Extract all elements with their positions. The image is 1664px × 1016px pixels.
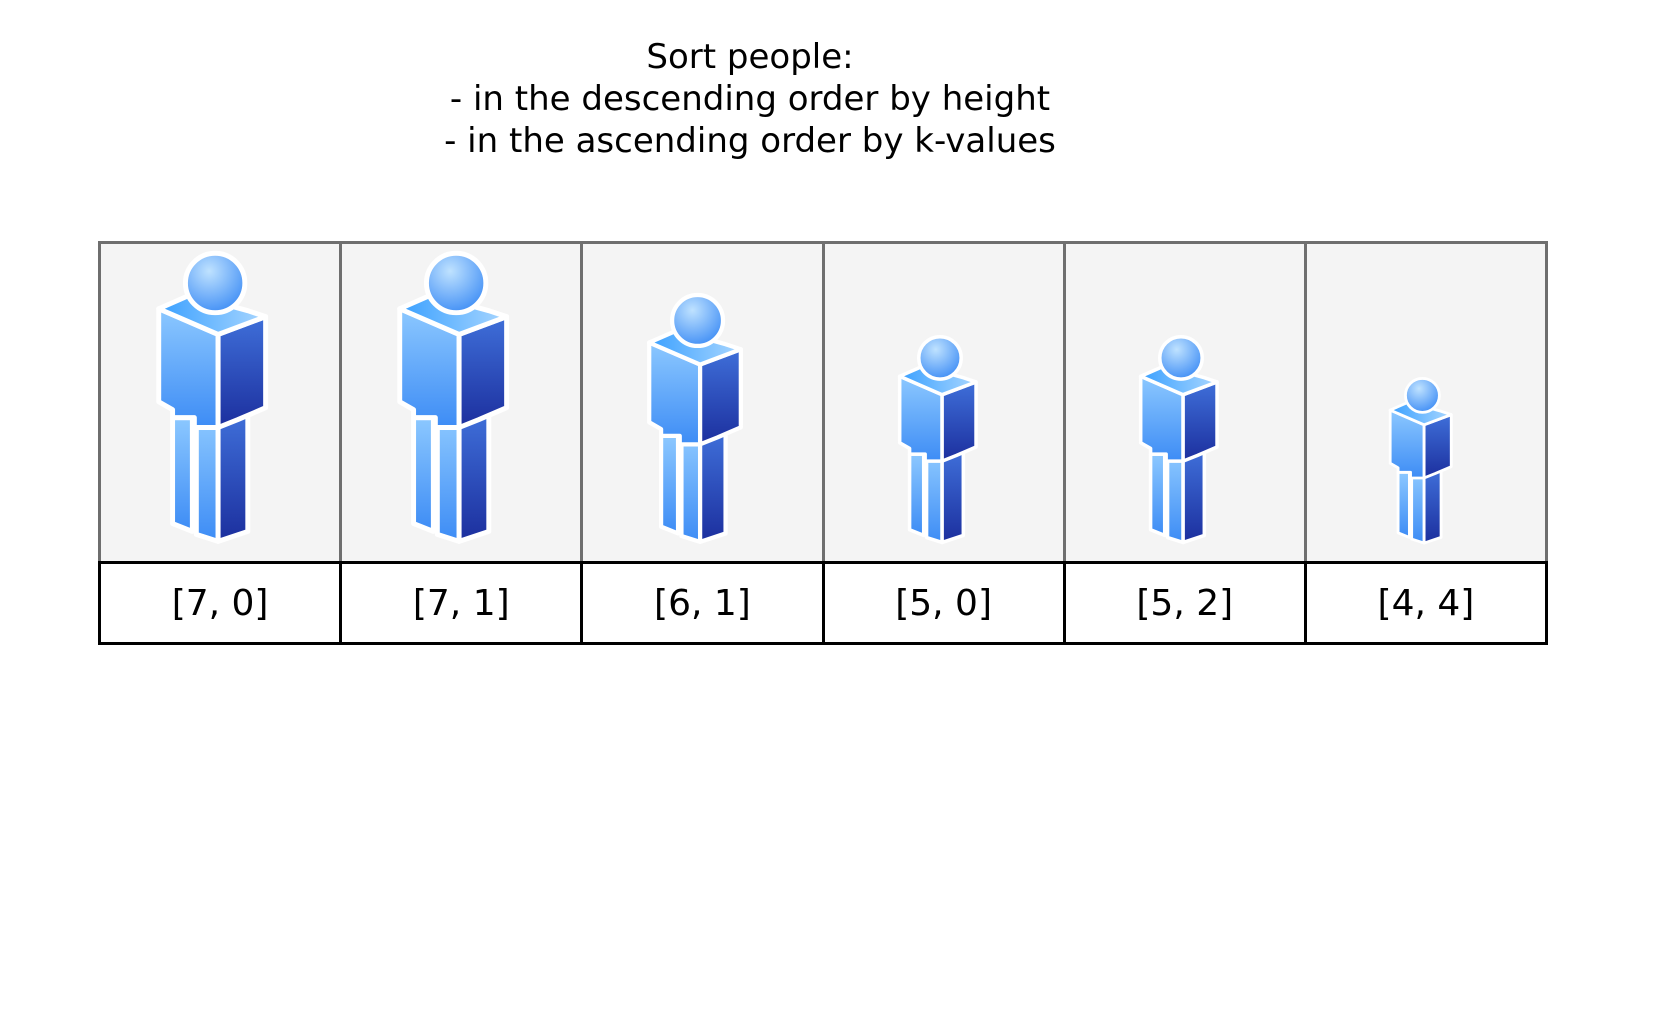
person-icon [647, 292, 744, 545]
person-label: [7, 0] [101, 564, 343, 642]
left-leg [411, 415, 437, 534]
left-leg [907, 452, 926, 538]
left-leg [659, 433, 681, 536]
head [182, 250, 248, 316]
right-leg-side [215, 411, 251, 544]
person-icon [156, 250, 269, 544]
figure-cell [342, 244, 584, 561]
head [1403, 377, 1441, 414]
diagram-title: Sort people: - in the descending order b… [0, 36, 1500, 162]
person-label: [5, 0] [825, 564, 1066, 642]
person-figure [1138, 334, 1219, 545]
people-table: [7, 0] [7, 1] [6, 1] [5, 0] [5, 2] [4, 4… [98, 241, 1548, 645]
head [670, 292, 726, 349]
title-line-3: - in the ascending order by k-values [444, 121, 1056, 161]
person-label: [6, 1] [583, 564, 825, 642]
right-leg-front [1410, 470, 1426, 545]
right-leg-side [1422, 468, 1443, 545]
left-leg [1396, 470, 1411, 539]
left-leg [170, 415, 195, 534]
head [916, 334, 963, 381]
person-figure [397, 250, 510, 544]
person-label: [4, 4] [1377, 582, 1475, 624]
person-label: [7, 1] [342, 564, 584, 642]
figure-cell [1307, 244, 1545, 561]
right-leg-front [193, 415, 221, 544]
right-leg-front [435, 415, 462, 544]
right-leg-side [939, 449, 965, 545]
figure-cell [101, 244, 343, 561]
person-figure [647, 292, 744, 545]
head [424, 250, 489, 316]
person-figure [156, 250, 269, 544]
figure-cell [1066, 244, 1307, 561]
person-icon [897, 334, 978, 545]
right-leg-side [698, 430, 729, 545]
person-label: [5, 2] [1066, 564, 1307, 642]
label-row: [7, 0] [7, 1] [6, 1] [5, 0] [5, 2] [4, 4… [98, 561, 1548, 645]
person-icon [1138, 334, 1219, 545]
title-line-1: Sort people: [646, 37, 854, 77]
person-figure [1388, 377, 1453, 545]
right-leg-side [1181, 449, 1206, 545]
head [1157, 334, 1204, 381]
figure-cell [583, 244, 825, 561]
right-leg-front [679, 433, 703, 545]
right-leg-front [924, 452, 944, 545]
figure-row [98, 241, 1548, 561]
person-figure [897, 334, 978, 545]
left-leg [1148, 452, 1167, 538]
person-icon [1388, 377, 1453, 545]
right-leg-side [456, 411, 492, 544]
right-leg-front [1165, 452, 1185, 545]
figure-cell [825, 244, 1066, 561]
person-icon [397, 250, 510, 544]
title-line-2: - in the descending order by height [449, 79, 1051, 119]
